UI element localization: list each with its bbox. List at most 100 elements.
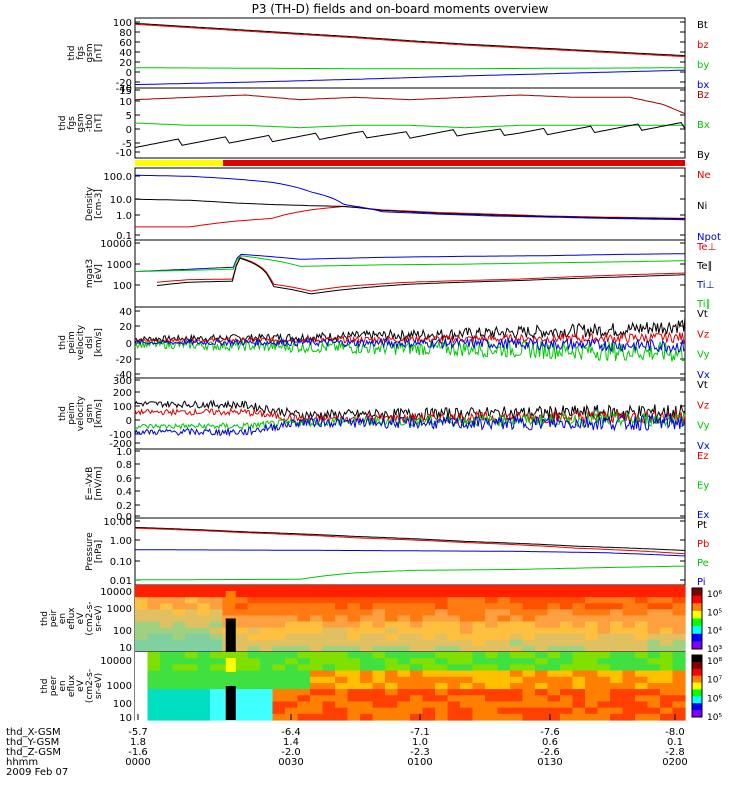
y-label-line: thd [58,116,68,131]
spectrogram-cell [460,645,474,653]
spectrogram-cell [610,633,624,641]
spectrogram-cell [160,603,174,610]
spectrogram-cell [497,645,511,653]
series-Bz [134,94,686,115]
x-axis-row-label: hhmm [6,757,38,768]
series-Vx [134,413,686,437]
spectrogram-cell [585,591,599,598]
spectrogram-cell [210,627,224,635]
spectrogram-cell [635,652,649,659]
spectrogram-cell [510,676,524,684]
spectrogram-cell [635,633,649,641]
spectrogram-cell [147,585,161,592]
spectrogram-cell [660,621,674,629]
spectrogram-cell [522,609,536,617]
spectrogram-cell [485,633,499,641]
spectrogram-cell [460,682,474,690]
spectrogram-cell [472,695,486,703]
spectrogram-cell [210,591,224,598]
spectrogram-cell [385,621,399,629]
spectrogram-cell [472,652,486,659]
panel-density: 100.0 10.0 1.0 0.1 Density [cm-3] Ne Ni Npot [85,167,721,243]
spectrogram-cell [585,627,599,635]
spectrogram-cell [672,652,686,659]
spectrogram-cell [672,670,686,678]
spectrogram-cell [572,591,586,598]
spectrogram-cell [447,664,461,672]
legend-Vt: Vt [697,380,708,391]
spectrogram-cell [435,633,449,641]
colorbar-band [692,603,702,612]
spectrogram-cell [585,658,599,665]
y-tick-label: 10000 [100,656,132,667]
spectrogram-cell [660,639,674,647]
spectrogram-cell [222,676,236,684]
spectrogram-cell [297,682,311,690]
legend-Vy: Vy [697,421,710,432]
spectrogram-cell [285,627,299,635]
spectrogram-cell [635,645,649,653]
spectrogram-cell [460,664,474,672]
spectrogram-cell [210,633,224,641]
spectrogram-cell [397,670,411,678]
legend-Pi: Pi [697,577,706,588]
spectrogram-cell [360,695,374,703]
spectrogram-cell [135,676,149,684]
spectrogram-cell [435,609,449,617]
mode-segment-0 [135,160,223,166]
spectrogram-cell [297,713,311,721]
y-tick-label: -40 [116,370,132,381]
spectrogram-cell [247,670,261,678]
spectrogram-cell [560,689,574,696]
spectrogram-cell [372,664,386,672]
spectrogram-cell [397,701,411,709]
spectrogram-cell [272,615,286,623]
spectrogram-cell [560,627,574,635]
spectrogram-cell [572,585,586,592]
spectrogram-cell [222,585,236,592]
spectrogram-cell [647,652,661,659]
series-Vt [134,317,686,344]
spectrogram-cell [447,689,461,696]
spectrogram-cell [335,695,349,703]
spectrogram-cell [385,670,399,678]
spectrogram-cell [610,664,624,672]
spectrogram-cell [522,615,536,623]
colorbar-frame [691,654,703,718]
spectrogram-cell [522,621,536,629]
spectrogram-cell [335,615,349,623]
spectrogram-cell [272,597,286,604]
spectrogram-cell [610,670,624,678]
spectrogram-cell [197,627,211,635]
spectrogram-cell [485,639,499,647]
spectrogram-cell [622,676,636,684]
spectrogram-cell [210,664,224,672]
spectrogram-cell [560,713,574,721]
spectrogram-cell [672,591,686,598]
spectrogram-cell [597,597,611,604]
spectrogram-cell [547,652,561,659]
spectrogram-cell [322,707,336,715]
spectrogram-cell [322,639,336,647]
spectrogram-cell [385,609,399,617]
spectrogram-cell [585,707,599,715]
spectrogram-cell [622,652,636,659]
spectrogram-cell [335,645,349,653]
spectrogram-cell [285,664,299,672]
spectrogram-cell [622,609,636,617]
spectrogram-cell [597,621,611,629]
y-tick-label: 100 [113,626,132,637]
spectrogram-cell [510,664,524,672]
spectrogram-cell [572,676,586,684]
colorbar-label: 10⁵ [707,608,722,618]
colorbar-band [692,703,702,711]
spectrogram-cell [597,615,611,623]
spectrogram-cell [297,609,311,617]
y-tick-label: 10.0 [110,195,132,206]
spectrogram-cell [322,591,336,598]
y-axis-label: E=-VxB [mV/m] [85,467,104,501]
spectrogram-cell [535,621,549,629]
spectrogram-cell [560,701,574,709]
spectrogram-cell [672,676,686,684]
